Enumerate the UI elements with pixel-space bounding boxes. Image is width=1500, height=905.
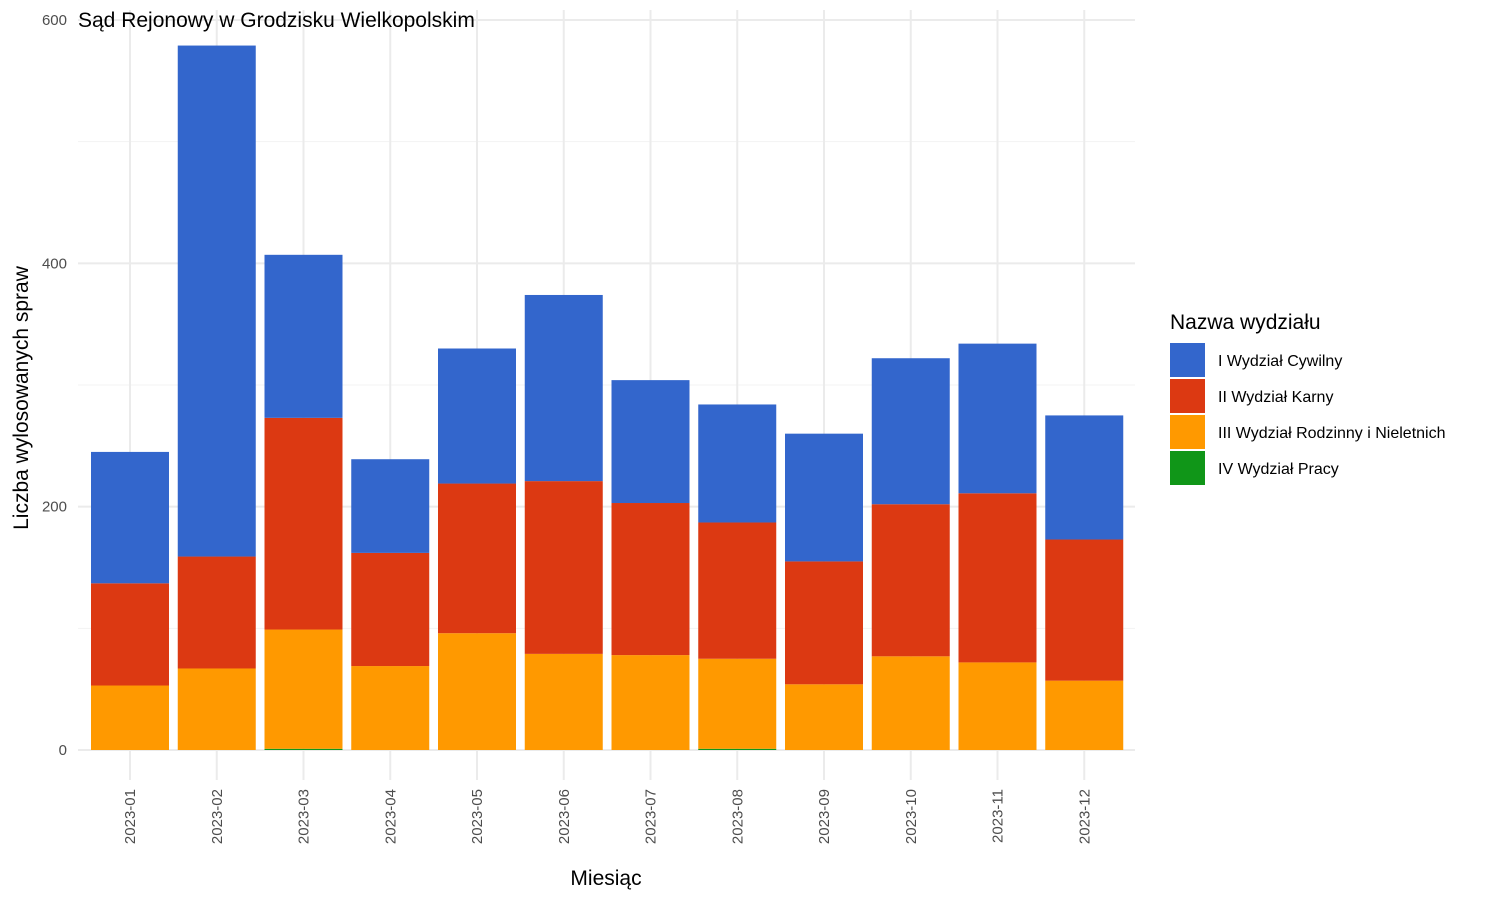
y-axis-title: Liczba wylosowanych spraw	[10, 265, 33, 530]
x-tick-label: 2023-12	[1076, 789, 1093, 844]
x-axis-title: Miesiąc	[570, 867, 641, 890]
legend: Nazwa wydziału I Wydział Cywilny II Wydzi…	[1170, 311, 1446, 485]
bar-segment	[351, 552, 430, 667]
chart-title: Sąd Rejonowy w Grodzisku Wielkopolskim	[78, 9, 475, 32]
x-tick-label: 2023-08	[729, 789, 746, 844]
bar-segment	[785, 561, 863, 685]
bar-segment	[698, 658, 777, 749]
bar-segment	[698, 748, 777, 750]
bar-segment	[611, 503, 690, 656]
bar-segment	[871, 358, 950, 505]
bar-segment	[698, 522, 777, 659]
bar-segment	[958, 343, 1037, 494]
bar-segment	[177, 556, 256, 669]
bar-segment	[611, 380, 690, 504]
legend-swatch	[1170, 451, 1205, 485]
bar-segment	[177, 668, 256, 750]
y-tick-label: 200	[42, 499, 67, 516]
bar-segment	[958, 493, 1037, 663]
legend-swatch	[1170, 415, 1205, 449]
y-tick-label: 600	[42, 12, 67, 29]
bar-segment	[351, 459, 430, 553]
legend-swatch	[1170, 343, 1205, 377]
y-tick-label: 400	[42, 255, 67, 272]
bar-segment	[785, 684, 863, 750]
x-tick-label: 2023-11	[990, 789, 1007, 843]
bar-segment	[438, 633, 516, 750]
bar-segment	[438, 483, 516, 634]
bar-segment	[871, 656, 950, 750]
legend-swatch	[1170, 379, 1205, 413]
x-tick-label: 2023-09	[816, 789, 833, 844]
bar-segment	[438, 348, 516, 484]
y-axis-ticks: 0 200 400 600	[42, 12, 67, 759]
bar-segment	[351, 666, 430, 750]
x-axis-ticks: 2023-01 2023-02 2023-03 2023-04 2023-05 2023-…	[122, 789, 1093, 844]
bar-segment	[785, 433, 863, 562]
legend-label: II Wydział Karny	[1218, 389, 1333, 406]
x-tick-label: 2023-06	[556, 789, 573, 844]
bar-segment	[91, 451, 169, 584]
x-tick-label: 2023-01	[122, 789, 139, 844]
bar-segment	[524, 653, 603, 750]
bar-segment	[524, 294, 603, 482]
bar-segment	[958, 662, 1037, 750]
bar-segment	[698, 404, 777, 523]
bar-segment	[611, 655, 690, 750]
legend-label: IV Wydział Pracy	[1218, 461, 1339, 478]
bar-segment	[264, 748, 343, 750]
legend-label: I Wydział Cywilny	[1218, 353, 1342, 370]
bar-segment	[264, 629, 343, 749]
bar-segment	[91, 583, 169, 686]
y-tick-label: 0	[59, 742, 67, 759]
x-tick-label: 2023-04	[382, 789, 399, 844]
bar-segment	[177, 45, 256, 557]
bar-segment	[264, 254, 343, 418]
bar-segment	[524, 481, 603, 654]
x-tick-label: 2023-05	[469, 789, 486, 844]
x-tick-label: 2023-03	[296, 789, 313, 844]
bar-segment	[1045, 415, 1124, 540]
legend-label: III Wydział Rodzinny i Nieletnich	[1218, 425, 1446, 442]
bar-segment	[264, 417, 343, 630]
bar-segment	[91, 685, 169, 750]
bar-segment	[871, 504, 950, 657]
bar-segment	[1045, 680, 1124, 750]
legend-title: Nazwa wydziału	[1170, 311, 1321, 334]
x-tick-label: 2023-02	[209, 789, 226, 844]
x-tick-label: 2023-07	[643, 789, 660, 844]
bar-segment	[1045, 539, 1124, 681]
x-tick-label: 2023-10	[903, 789, 920, 844]
bars-layer	[91, 45, 1124, 750]
